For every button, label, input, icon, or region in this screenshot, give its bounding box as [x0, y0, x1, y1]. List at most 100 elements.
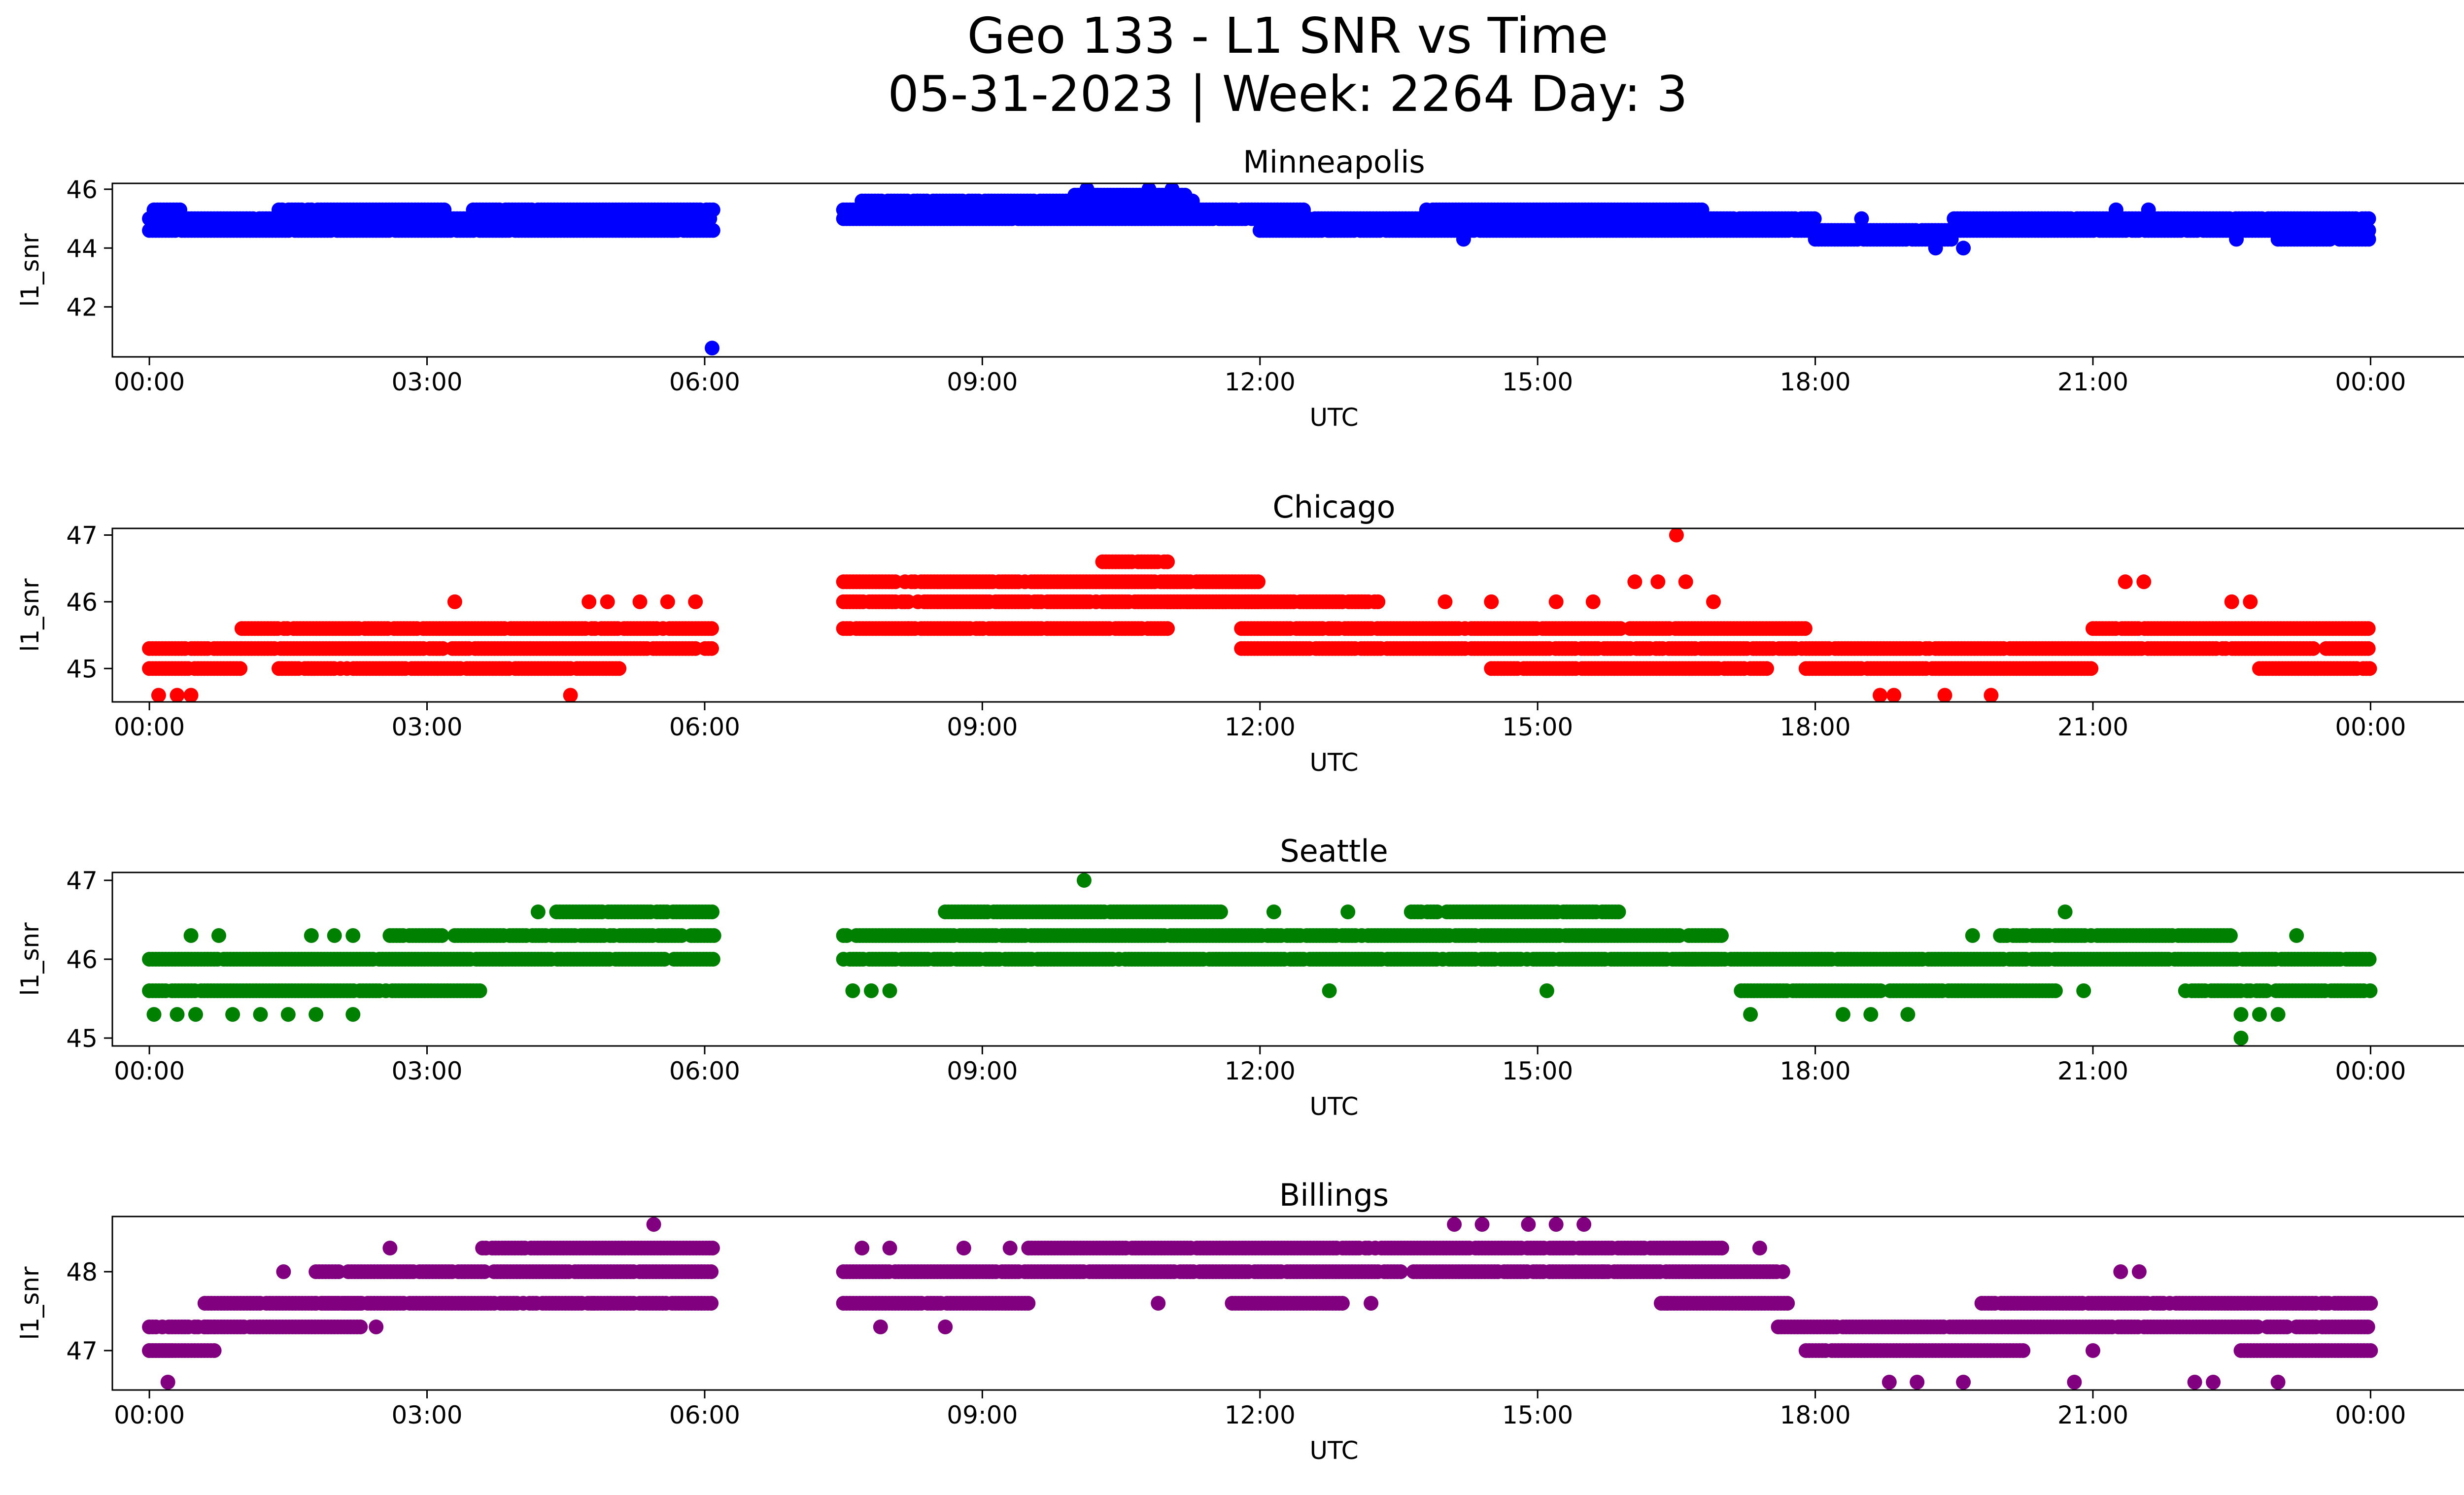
x-tick-label: 09:00	[947, 368, 1018, 396]
data-point	[563, 688, 578, 702]
data-point	[172, 202, 188, 217]
data-point	[1886, 688, 1902, 702]
subplot-title: Chicago	[1272, 489, 1395, 525]
data-point	[308, 1007, 324, 1022]
data-point	[211, 928, 226, 943]
data-point	[705, 341, 719, 356]
data-point	[345, 1007, 361, 1022]
data-point	[1437, 594, 1453, 609]
y-tick-label: 44	[66, 234, 98, 263]
x-tick-label: 18:00	[1780, 1057, 1851, 1085]
x-tick-label: 03:00	[391, 368, 462, 396]
y-tick-label: 46	[66, 175, 98, 204]
data-point	[183, 688, 199, 702]
data-point	[1937, 688, 1952, 702]
data-point	[1863, 1007, 1879, 1022]
y-tick-label: 45	[66, 655, 98, 683]
x-tick-label: 03:00	[391, 1057, 462, 1085]
y-tick-label: 46	[66, 945, 98, 974]
x-tick-label: 12:00	[1225, 713, 1296, 741]
x-tick-label: 15:00	[1502, 1057, 1573, 1085]
data-point	[2243, 594, 2258, 609]
figure-title: Geo 133 - L1 SNR vs Time 05-31-2023 | We…	[0, 7, 2464, 123]
x-tick-label: 00:00	[114, 1057, 185, 1085]
x-tick-label: 21:00	[2057, 713, 2128, 741]
data-point	[2084, 661, 2099, 676]
data-point	[612, 661, 627, 676]
data-point	[1714, 928, 1729, 943]
x-tick-label: 06:00	[669, 368, 740, 396]
x-tick-label: 18:00	[1780, 713, 1851, 741]
data-point	[2223, 928, 2238, 943]
data-point	[2233, 1007, 2249, 1022]
data-point	[146, 1007, 162, 1022]
figure-title-line-1: Geo 133 - L1 SNR vs Time	[967, 7, 1608, 65]
data-series	[142, 528, 2377, 702]
data-point	[704, 621, 719, 636]
data-point	[2108, 202, 2123, 217]
data-point	[1706, 594, 1721, 609]
data-point	[170, 1007, 185, 1022]
data-point	[1370, 594, 1386, 609]
plot-frame	[111, 527, 2464, 703]
data-point	[1759, 661, 1774, 676]
data-point	[1213, 904, 1228, 919]
data-point	[2076, 983, 2091, 998]
x-tick-label: 00:00	[114, 713, 185, 741]
data-point	[1340, 904, 1356, 919]
data-point	[1160, 554, 1175, 569]
data-point	[2361, 232, 2376, 247]
x-tick-label: 06:00	[669, 713, 740, 741]
y-axis-label: l1_snr	[16, 578, 44, 652]
data-point	[170, 688, 185, 702]
data-point	[1322, 983, 1337, 998]
data-point	[183, 928, 199, 943]
data-point	[705, 952, 720, 967]
data-point	[1076, 873, 1092, 888]
data-point	[2048, 983, 2063, 998]
data-point	[1611, 904, 1626, 919]
data-point	[2361, 952, 2377, 967]
data-point	[206, 1343, 222, 1358]
x-tick-label: 00:00	[114, 368, 185, 396]
y-tick-label: 47	[66, 522, 98, 550]
y-tick-label: 47	[66, 867, 98, 895]
data-point	[1484, 594, 1499, 609]
data-series	[142, 183, 2376, 356]
data-point	[882, 983, 897, 998]
data-point	[2362, 661, 2377, 676]
data-point	[1251, 574, 1266, 590]
data-point	[705, 223, 720, 238]
data-point	[1539, 983, 1554, 998]
data-point	[327, 928, 342, 943]
data-point	[1585, 594, 1601, 609]
data-point	[1141, 183, 1157, 197]
data-point	[1965, 928, 1980, 943]
x-axis-label: UTC	[1309, 748, 1358, 777]
data-point	[665, 223, 680, 238]
data-point	[2057, 904, 2073, 919]
y-axis-label: l1_snr	[16, 922, 44, 996]
data-point	[1627, 574, 1643, 590]
data-series	[142, 873, 2378, 1045]
y-tick-label: 46	[66, 588, 98, 617]
data-point	[345, 928, 361, 943]
data-point	[1650, 574, 1666, 590]
data-point	[530, 904, 546, 919]
data-point	[2306, 641, 2321, 656]
x-tick-label: 12:00	[1225, 1057, 1296, 1085]
data-point	[1266, 904, 1281, 919]
data-point	[1678, 574, 1693, 590]
x-tick-label: 06:00	[669, 1057, 740, 1085]
data-point	[1164, 183, 1180, 197]
subplot-title: Seattle	[1280, 833, 1388, 869]
data-point	[2361, 641, 2376, 656]
data-point	[353, 1320, 368, 1334]
data-point	[1456, 232, 1471, 247]
data-point	[2252, 1007, 2267, 1022]
data-point	[233, 661, 248, 676]
data-point	[2141, 202, 2156, 217]
